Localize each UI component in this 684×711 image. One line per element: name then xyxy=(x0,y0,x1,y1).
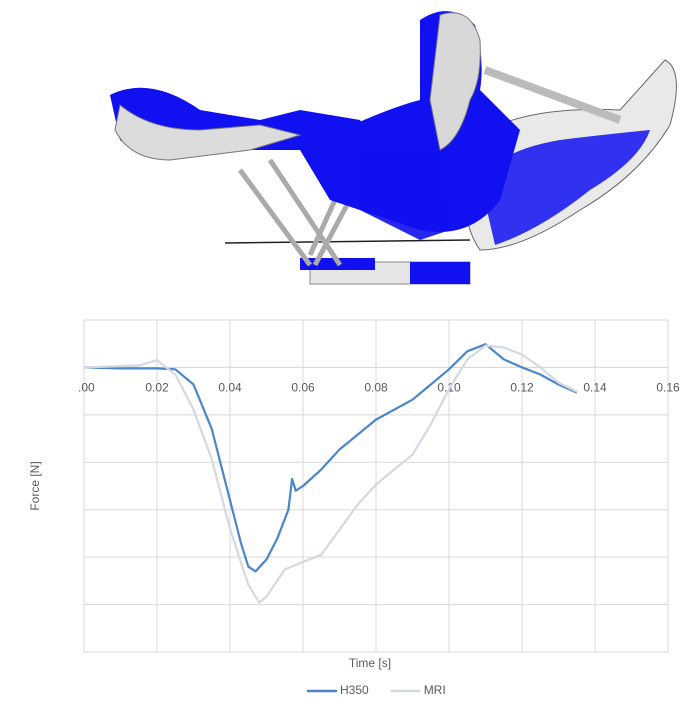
x-tick-label: 0.16 xyxy=(656,381,680,395)
x-tick-label: 0.14 xyxy=(583,381,607,395)
series-line xyxy=(84,344,577,571)
x-tick-label: 0.04 xyxy=(218,381,242,395)
x-tick-label: 0.08 xyxy=(364,381,388,395)
x-tick-label: 0.06 xyxy=(291,381,315,395)
legend-label: MRI xyxy=(424,683,446,697)
x-axis-label: Time [s] xyxy=(349,656,391,670)
legend-label: H350 xyxy=(340,683,369,697)
page: Time [s] Force [N] .00 0.02 0.04 0.06 0.08 0.… xyxy=(0,0,684,706)
x-tick-label: 0.12 xyxy=(510,381,534,395)
x-tick-label: .00 xyxy=(78,381,95,395)
y-axis-label: Force [N] xyxy=(28,461,42,510)
chart: Time [s] Force [N] .00 0.02 0.04 0.06 0.08 0.… xyxy=(0,0,684,706)
x-tick-label: 0.02 xyxy=(145,381,169,395)
dummy-illustration xyxy=(110,11,676,284)
